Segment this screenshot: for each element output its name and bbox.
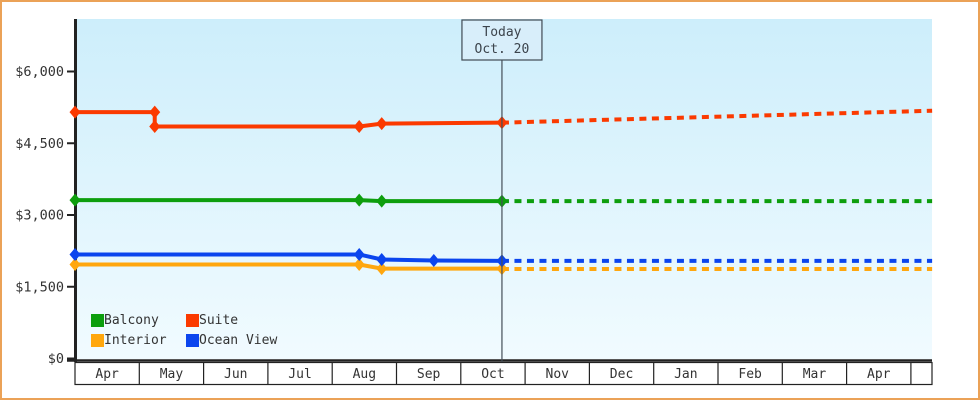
month-label: Apr: [95, 367, 119, 382]
month-label: Nov: [546, 367, 570, 382]
series-interior-point: [69, 258, 81, 272]
month-label: Feb: [738, 367, 762, 382]
y-tick-label: $4,500: [15, 136, 64, 152]
plot-background: [75, 19, 932, 359]
suite-color-swatch-icon: [186, 314, 199, 327]
price-series: [69, 105, 933, 276]
x-axis-months: Apr May Jun Jul Aug Sep Oct Nov Dec Jan Feb Mar Apr: [67, 359, 933, 386]
today-marker: Today Oct. 20: [461, 19, 543, 362]
legend-label: Balcony: [104, 313, 159, 328]
legend: Balcony Suite Interior Ocean View: [91, 313, 277, 348]
series-suite-point: [149, 120, 161, 134]
y-tick-label: $3,000: [15, 208, 64, 224]
legend-label: Suite: [199, 313, 239, 328]
legend-item-ocean-view: Ocean View: [186, 333, 277, 348]
series-suite-point: [69, 105, 81, 119]
series-interior-point: [353, 258, 365, 272]
y-tick-label: $0: [48, 351, 64, 367]
interior-color-swatch-icon: [91, 334, 104, 347]
month-label: Oct: [481, 367, 504, 382]
ocean-view-color-swatch-icon: [186, 334, 199, 347]
series-ocean-view-point: [428, 253, 440, 267]
series-suite-forecast-line: [501, 108, 933, 125]
today-box: [461, 19, 543, 61]
month-label: May: [160, 367, 184, 382]
month-label: Dec: [610, 367, 633, 382]
series-balcony-point: [69, 193, 81, 207]
series-balcony-point: [353, 193, 365, 207]
series-suite-point: [376, 117, 388, 131]
y-axis: $0 $1,500 $3,000 $4,500 $6,000: [15, 19, 77, 367]
y-tick-label: $6,000: [15, 64, 64, 80]
month-label: Mar: [803, 367, 827, 382]
today-box-line1: Today: [482, 25, 521, 40]
series-balcony-point: [376, 194, 388, 208]
month-label: Aug: [353, 367, 376, 382]
series-interior-line: [75, 262, 502, 271]
legend-item-suite: Suite: [186, 313, 277, 328]
today-box-line2: Oct. 20: [475, 42, 530, 57]
series-balcony-line: [75, 198, 502, 204]
series-ocean-view-point: [69, 247, 81, 261]
series-suite-line: [75, 110, 502, 129]
month-label: Jun: [224, 367, 247, 382]
month-label: Apr: [867, 367, 891, 382]
month-label: Jan: [674, 367, 697, 382]
legend-label: Ocean View: [199, 333, 278, 348]
month-label: Jul: [288, 367, 311, 382]
series-ocean-view-point: [353, 247, 365, 261]
series-interior-point: [376, 262, 388, 276]
series-suite-point: [353, 120, 365, 134]
y-tick-label: $1,500: [15, 279, 64, 295]
balcony-color-swatch-icon: [91, 314, 104, 327]
series-suite-point: [149, 105, 161, 119]
month-label: Sep: [417, 367, 441, 382]
legend-item-balcony: Balcony: [91, 313, 186, 328]
legend-label: Interior: [104, 333, 167, 348]
legend-item-interior: Interior: [91, 333, 186, 348]
